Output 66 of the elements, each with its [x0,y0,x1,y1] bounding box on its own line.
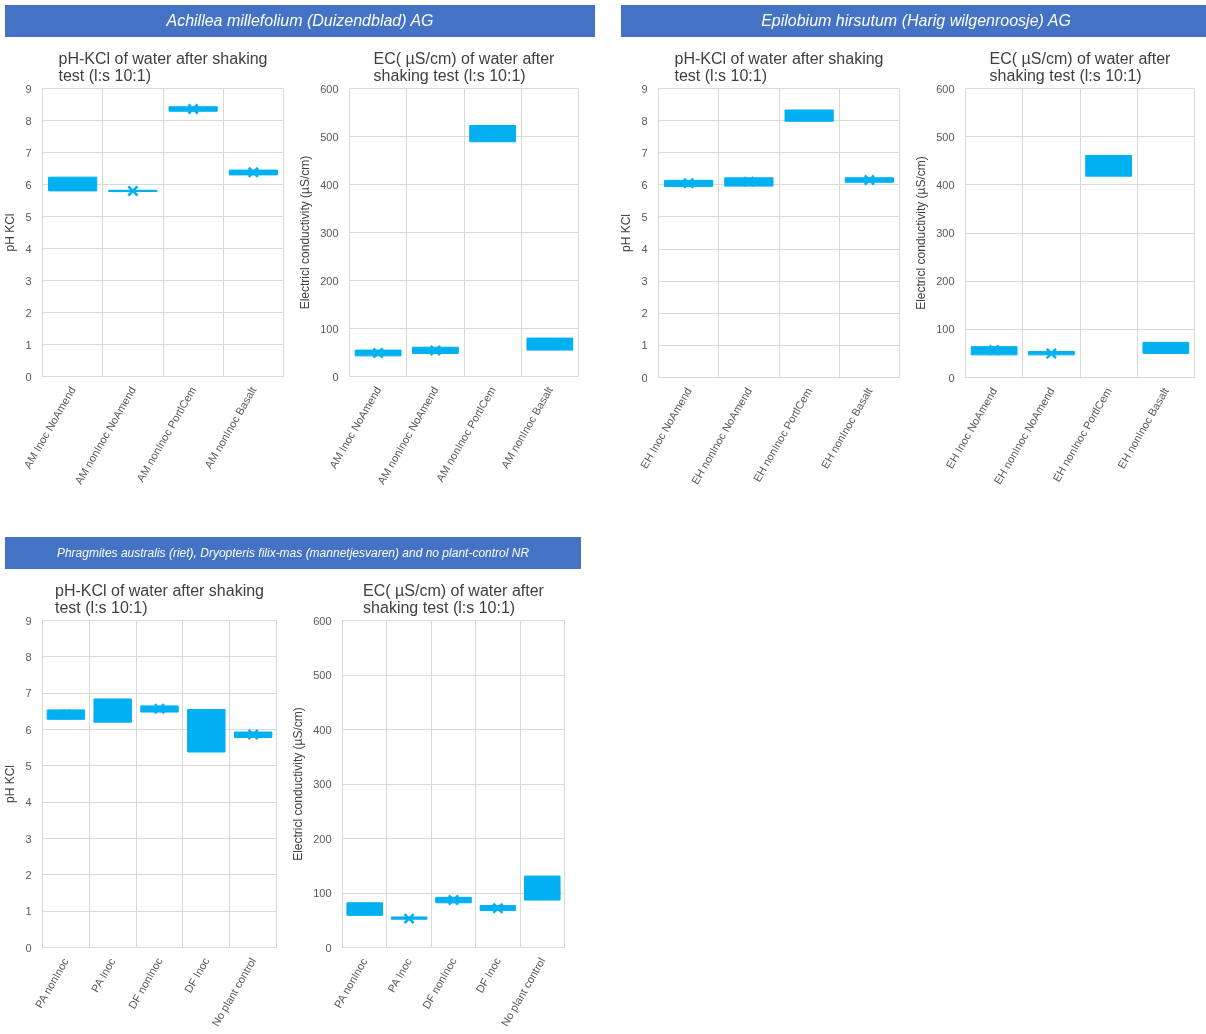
y-tick-label: 2 [641,307,648,320]
y-tick-label: 400 [320,178,339,191]
y-axis-title: Electricl conductivity (µS/cm) [298,155,313,310]
y-tick-label: 1 [25,338,32,351]
y-tick-label: 0 [25,370,32,383]
y-axis-title: Electricl conductivity (µS/cm) [914,156,929,310]
y-tick-label: 300 [320,226,339,239]
y-tick-label: 200 [936,275,955,288]
y-tick-label: 6 [641,178,648,191]
y-tick-label: 5 [25,210,32,223]
y-tick-label: 8 [25,650,32,663]
y-tick-label: 3 [641,275,648,288]
y-tick-label: 8 [641,114,648,127]
y-tick-label: 500 [313,669,332,681]
y-tick-label: 1 [641,339,648,352]
y-tick-label: 500 [936,130,955,143]
y-axis-title: pH KCl [3,764,18,803]
y-tick-label: 9 [25,82,32,95]
y-tick-label: 6 [25,723,32,736]
y-tick-label: 7 [641,146,648,159]
y-tick-label: 8 [25,114,32,127]
chart-title: pH-KCl of water after shaking test (l:s 10:1) [674,49,884,84]
y-tick-label: 3 [25,274,32,287]
chart-title: EC( µS/cm) of water after shaking test (l:s 10:1) [989,49,1172,84]
y-tick-label: 7 [25,146,32,159]
y-tick-label: 9 [25,614,32,627]
y-tick-label: 0 [332,370,339,383]
chart-title: EC( µS/cm) of water after shaking test (l:s 10:1) [363,581,545,616]
chart-title: pH-KCl of water after shaking test (l:s 10:1) [58,49,268,84]
y-tick-label: 4 [641,243,648,256]
y-tick-label: 0 [325,941,332,954]
chart-title: EC( µS/cm) of water after shaking test (l:s 10:1) [373,49,556,84]
y-tick-label: 500 [320,130,339,143]
y-tick-label: 3 [25,832,32,845]
y-tick-label: 5 [25,759,32,772]
y-tick-label: 2 [25,868,32,881]
y-tick-label: 400 [936,178,955,191]
text: Epilobium hirsutum (Harig wilgenroosje) AG [761,11,1071,31]
y-tick-label: 300 [936,227,955,239]
y-tick-label: 9 [641,82,648,95]
y-tick-label: 0 [25,941,32,954]
y-tick-label: 5 [641,210,648,223]
y-tick-label: 600 [313,614,332,627]
y-tick-label: 200 [320,274,339,287]
y-tick-label: 1 [25,905,32,918]
y-tick-label: 400 [313,723,332,736]
y-axis-title: pH KCl [3,213,18,252]
text: Achillea millefolium (Duizendblad) AG [166,11,434,31]
y-axis-title: Electricl conductivity (µS/cm) [291,707,306,861]
y-tick-label: 100 [320,322,339,335]
y-tick-label: 2 [25,306,32,319]
y-tick-label: 4 [25,796,32,809]
y-tick-label: 600 [320,82,339,95]
chart-title: pH-KCl of water after shaking test (l:s 10:1) [55,581,264,616]
y-tick-label: 6 [25,178,32,191]
y-tick-label: 0 [641,371,648,384]
y-tick-label: 300 [313,778,332,790]
y-tick-label: 4 [25,242,32,255]
y-tick-label: 0 [948,371,955,384]
y-tick-label: 7 [25,687,32,700]
y-axis-title: pH KCl [619,213,634,252]
y-tick-label: 100 [936,323,955,336]
y-tick-label: 100 [313,887,332,899]
y-tick-label: 200 [313,832,332,845]
text: Phragmites australis (riet), Dryopteris filix-mas (mannetjesvaren) and no plant-control NR [56,545,530,562]
y-tick-label: 600 [936,82,955,95]
